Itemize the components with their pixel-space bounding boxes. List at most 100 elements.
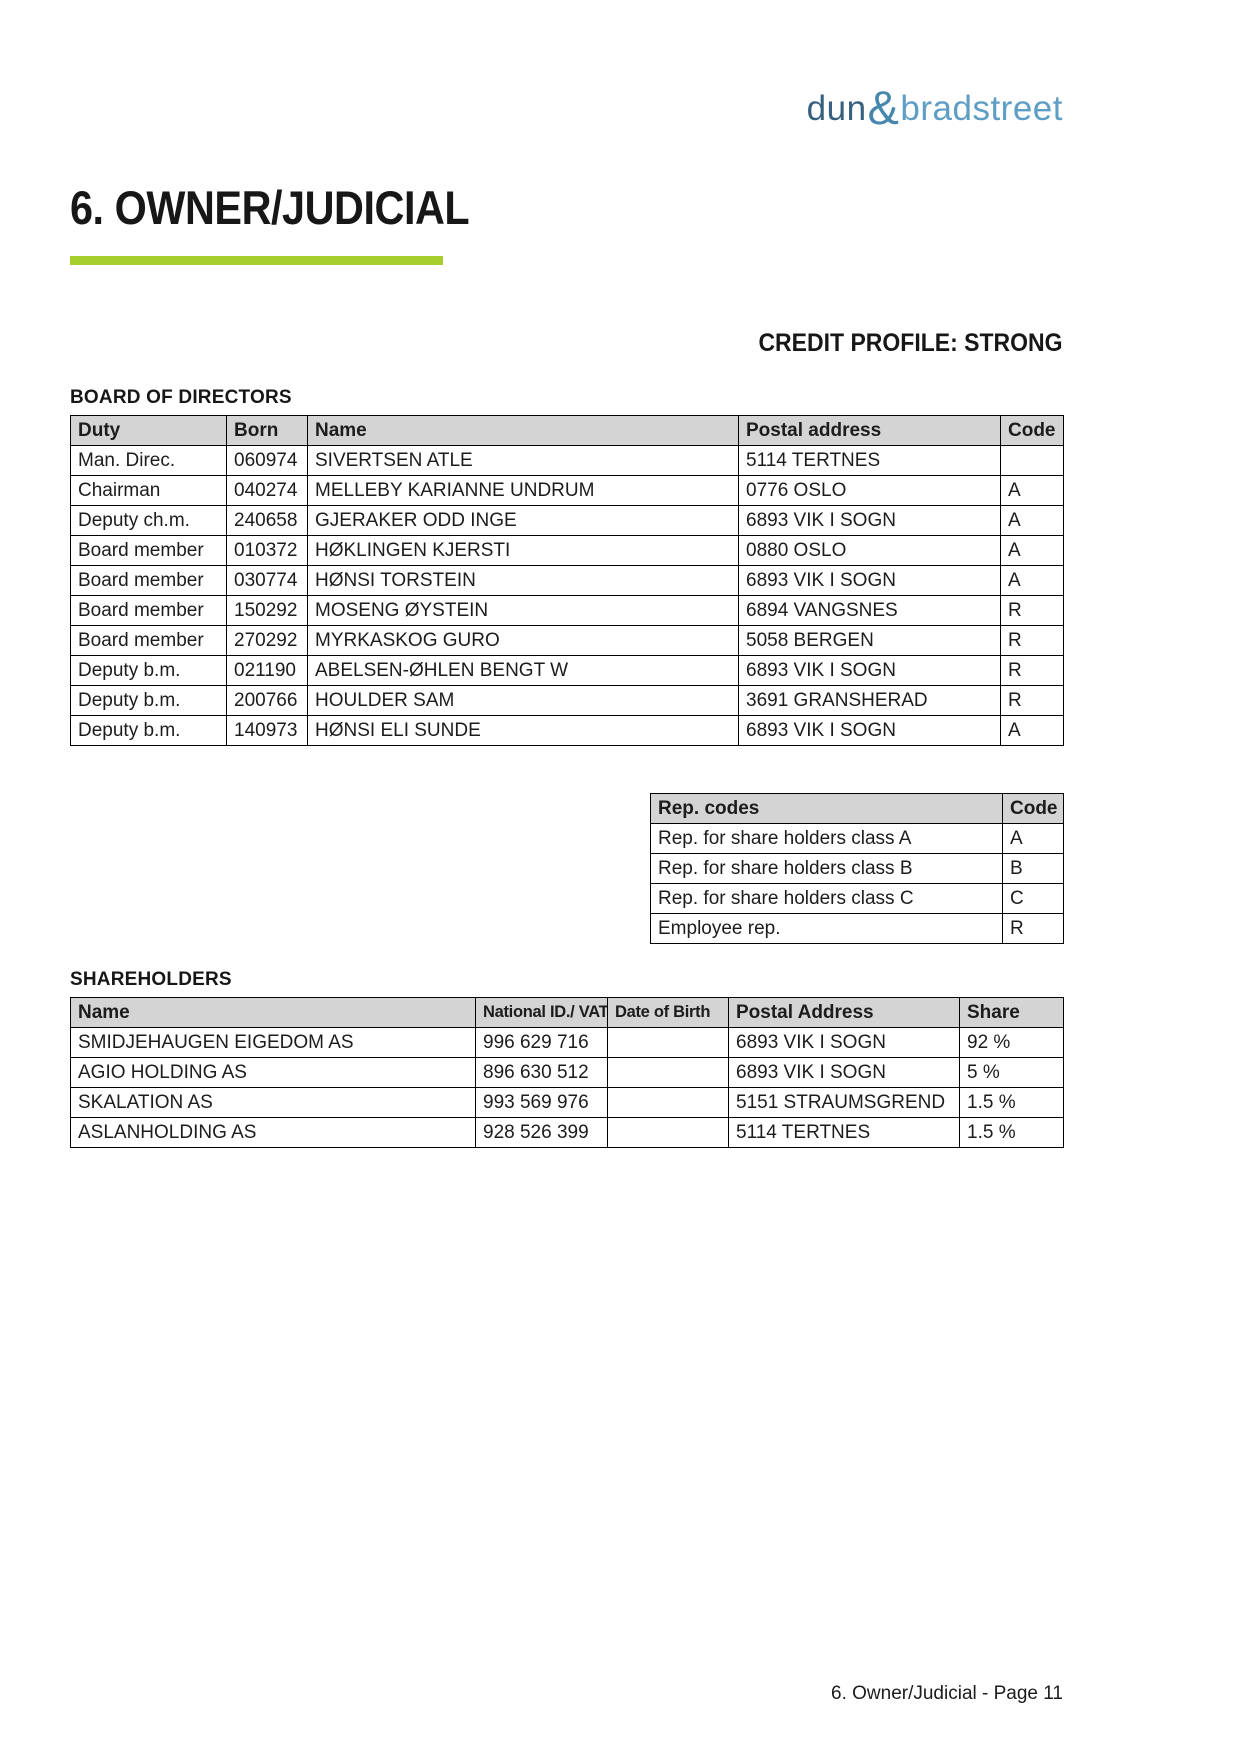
table-row: Man. Direc. 060974 SIVERTSEN ATLE 5114 TERT… bbox=[70, 445, 1064, 476]
table-cell: 5114 TERTNES bbox=[738, 445, 1001, 476]
table-cell: 92 % bbox=[959, 1027, 1064, 1058]
table-cell: R bbox=[1000, 625, 1064, 656]
table-cell: Employee rep. bbox=[650, 913, 1003, 944]
page-title: 6. OWNER/JUDICIAL bbox=[70, 181, 470, 234]
shareholders-table: Name National ID./ VAT Date of Birth Pos… bbox=[70, 997, 1064, 1148]
table-cell: SKALATION AS bbox=[70, 1087, 476, 1118]
col-header-name: Name bbox=[70, 997, 476, 1028]
logo-text-bradstreet: bradstreet bbox=[900, 89, 1063, 128]
table-row: SKALATION AS 993 569 976 5151 STRAUMSGREND… bbox=[70, 1087, 1064, 1118]
table-cell: 140973 bbox=[226, 715, 308, 746]
table-cell: A bbox=[1000, 535, 1064, 566]
table-cell: Board member bbox=[70, 625, 227, 656]
table-cell: 6893 VIK I SOGN bbox=[738, 505, 1001, 536]
col-header-duty: Duty bbox=[70, 415, 227, 446]
table-row: Deputy ch.m. 240658 GJERAKER ODD INGE 6893 … bbox=[70, 505, 1064, 536]
table-cell: HOULDER SAM bbox=[307, 685, 739, 716]
col-header-rep-codes: Rep. codes bbox=[650, 793, 1003, 824]
table-row: Chairman 040274 MELLEBY KARIANNE UNDRUM 077… bbox=[70, 475, 1064, 506]
table-cell: R bbox=[1000, 655, 1064, 686]
col-header-postal: Postal Address bbox=[728, 997, 960, 1028]
col-header-code: Code bbox=[1002, 793, 1064, 824]
table-cell: Deputy ch.m. bbox=[70, 505, 227, 536]
table-cell: MELLEBY KARIANNE UNDRUM bbox=[307, 475, 739, 506]
col-header-postal: Postal address bbox=[738, 415, 1001, 446]
table-cell: 200766 bbox=[226, 685, 308, 716]
table-cell: Rep. for share holders class A bbox=[650, 823, 1003, 854]
table-cell: Board member bbox=[70, 565, 227, 596]
col-header-date-of-birth: Date of Birth bbox=[607, 997, 729, 1028]
table-cell: GJERAKER ODD INGE bbox=[307, 505, 739, 536]
table-cell: 5058 BERGEN bbox=[738, 625, 1001, 656]
table-row: Employee rep. R bbox=[650, 913, 1064, 944]
table-cell: B bbox=[1002, 853, 1064, 884]
table-cell bbox=[607, 1087, 729, 1118]
table-cell: 010372 bbox=[226, 535, 308, 566]
table-cell: 993 569 976 bbox=[475, 1087, 608, 1118]
table-row: Board member 270292 MYRKASKOG GURO 5058 BER… bbox=[70, 625, 1064, 656]
table-cell: 6893 VIK I SOGN bbox=[728, 1057, 960, 1088]
credit-profile-status: CREDIT PROFILE: STRONG bbox=[758, 329, 1063, 357]
table-cell: Board member bbox=[70, 595, 227, 626]
table-header-row: Duty Born Name Postal address Code bbox=[70, 415, 1064, 446]
board-of-directors-table: Duty Born Name Postal address Code Man. … bbox=[70, 415, 1064, 746]
table-cell: ABELSEN-ØHLEN BENGT W bbox=[307, 655, 739, 686]
table-cell: 270292 bbox=[226, 625, 308, 656]
table-row: Board member 150292 MOSENG ØYSTEIN 6894 VAN… bbox=[70, 595, 1064, 626]
table-cell bbox=[607, 1027, 729, 1058]
table-cell: 6893 VIK I SOGN bbox=[738, 715, 1001, 746]
col-header-national-id: National ID./ VAT bbox=[475, 997, 608, 1028]
table-cell: ASLANHOLDING AS bbox=[70, 1117, 476, 1148]
table-cell: 240658 bbox=[226, 505, 308, 536]
table-cell: Man. Direc. bbox=[70, 445, 227, 476]
table-cell: Deputy b.m. bbox=[70, 715, 227, 746]
table-cell: 6893 VIK I SOGN bbox=[738, 655, 1001, 686]
table-cell: 040274 bbox=[226, 475, 308, 506]
table-cell: HØNSI ELI SUNDE bbox=[307, 715, 739, 746]
table-cell: 3691 GRANSHERAD bbox=[738, 685, 1001, 716]
table-cell: 0776 OSLO bbox=[738, 475, 1001, 506]
table-cell: Rep. for share holders class B bbox=[650, 853, 1003, 884]
table-row: Board member 010372 HØKLINGEN KJERSTI 0880 … bbox=[70, 535, 1064, 566]
board-section-title: BOARD OF DIRECTORS bbox=[70, 387, 292, 408]
table-cell: MOSENG ØYSTEIN bbox=[307, 595, 739, 626]
table-cell: R bbox=[1000, 685, 1064, 716]
table-cell: 928 526 399 bbox=[475, 1117, 608, 1148]
table-cell: 021190 bbox=[226, 655, 308, 686]
col-header-born: Born bbox=[226, 415, 308, 446]
table-row: Deputy b.m. 021190 ABELSEN-ØHLEN BENGT W 68… bbox=[70, 655, 1064, 686]
rep-codes-table: Rep. codes Code Rep. for share holders c… bbox=[650, 793, 1064, 944]
table-cell: HØNSI TORSTEIN bbox=[307, 565, 739, 596]
col-header-share: Share bbox=[959, 997, 1064, 1028]
table-cell: 6893 VIK I SOGN bbox=[728, 1027, 960, 1058]
table-cell: A bbox=[1000, 475, 1064, 506]
table-cell: 1.5 % bbox=[959, 1117, 1064, 1148]
table-cell: 0880 OSLO bbox=[738, 535, 1001, 566]
table-cell: 5 % bbox=[959, 1057, 1064, 1088]
table-row: SMIDJEHAUGEN EIGEDOM AS 996 629 716 6893 V… bbox=[70, 1027, 1064, 1058]
table-cell: 5114 TERTNES bbox=[728, 1117, 960, 1148]
table-cell: 150292 bbox=[226, 595, 308, 626]
table-cell: A bbox=[1000, 715, 1064, 746]
table-cell: 060974 bbox=[226, 445, 308, 476]
table-cell: AGIO HOLDING AS bbox=[70, 1057, 476, 1088]
table-header-row: Name National ID./ VAT Date of Birth Pos… bbox=[70, 997, 1064, 1028]
dun-bradstreet-logo: dun&bradstreet bbox=[807, 76, 1063, 134]
table-row: AGIO HOLDING AS 896 630 512 6893 VIK I SOG… bbox=[70, 1057, 1064, 1088]
page-footer: 6. Owner/Judicial - Page 11 bbox=[831, 1683, 1063, 1704]
table-cell: C bbox=[1002, 883, 1064, 914]
table-cell: 030774 bbox=[226, 565, 308, 596]
table-row: Board member 030774 HØNSI TORSTEIN 6893 VIK… bbox=[70, 565, 1064, 596]
table-cell: R bbox=[1002, 913, 1064, 944]
table-cell bbox=[607, 1117, 729, 1148]
col-header-code: Code bbox=[1000, 415, 1064, 446]
col-header-name: Name bbox=[307, 415, 739, 446]
table-cell: Rep. for share holders class C bbox=[650, 883, 1003, 914]
table-cell: Deputy b.m. bbox=[70, 685, 227, 716]
table-cell: 1.5 % bbox=[959, 1087, 1064, 1118]
table-cell: A bbox=[1000, 565, 1064, 596]
logo-ampersand-icon: & bbox=[867, 81, 900, 134]
table-cell: 996 629 716 bbox=[475, 1027, 608, 1058]
